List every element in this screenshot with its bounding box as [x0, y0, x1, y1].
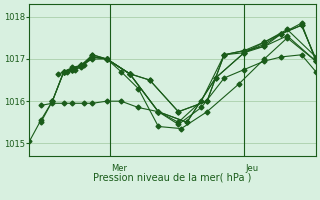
Text: Mer: Mer [111, 164, 127, 173]
X-axis label: Pression niveau de la mer( hPa ): Pression niveau de la mer( hPa ) [93, 173, 252, 183]
Text: Jeu: Jeu [246, 164, 259, 173]
